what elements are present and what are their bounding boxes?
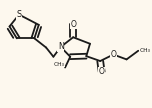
Text: S: S <box>16 10 22 19</box>
Text: O: O <box>99 67 105 76</box>
Text: O: O <box>70 20 76 29</box>
Text: N: N <box>58 42 64 52</box>
Text: CH₃: CH₃ <box>53 62 64 67</box>
Text: CH₃: CH₃ <box>140 48 151 53</box>
Text: O: O <box>111 50 116 59</box>
